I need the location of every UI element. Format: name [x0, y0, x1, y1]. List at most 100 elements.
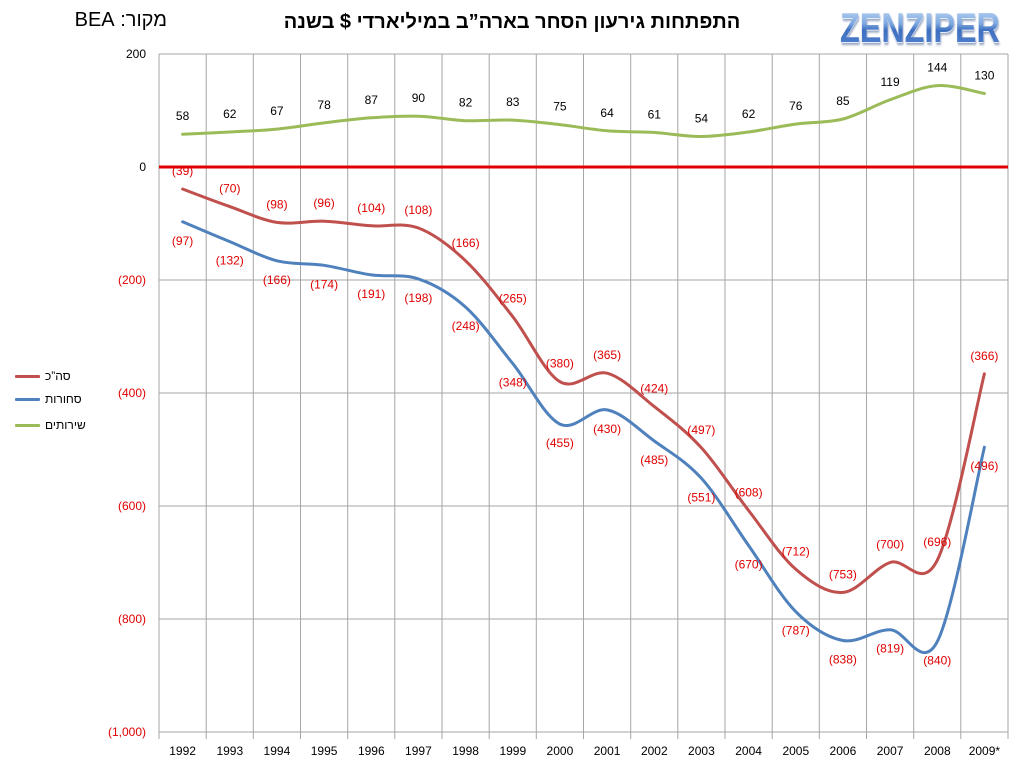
data-label: (198): [404, 291, 432, 305]
data-label: 90: [412, 91, 426, 105]
legend-label-services: שירותים: [45, 418, 86, 432]
total-line: [181, 187, 986, 594]
data-label: (39): [172, 164, 193, 178]
goods-data-labels: (97) (132) (166) (174) (191) (198) (248) (348) (…: [172, 234, 998, 668]
data-label: (430): [593, 422, 621, 436]
data-label: (166): [452, 236, 480, 250]
data-label: (712): [782, 544, 810, 558]
data-label: 62: [742, 107, 756, 121]
data-label: (98): [266, 197, 287, 211]
x-tick-label: 2000: [547, 744, 574, 758]
legend-label-goods: סחורות: [45, 392, 82, 406]
legend-item-goods: סחורות: [15, 391, 107, 407]
x-tick-label: 1998: [452, 744, 479, 758]
x-tick-label: 1995: [311, 744, 338, 758]
data-label: 67: [270, 104, 284, 118]
x-tick-label: 2007: [877, 744, 904, 758]
data-label: (455): [546, 436, 574, 450]
data-label: (104): [357, 201, 385, 215]
data-label: (670): [735, 558, 763, 572]
data-label: (191): [357, 287, 385, 301]
data-label: 144: [927, 61, 947, 75]
x-tick-label: 1999: [499, 744, 526, 758]
data-label: (365): [593, 348, 621, 362]
services-line: [181, 84, 986, 139]
x-tick-label: 2005: [782, 744, 809, 758]
data-label: 64: [600, 106, 614, 120]
y-axis: 200 0 (200) (400) (600) (800) (1,000): [108, 47, 146, 739]
y-tick-label: 0: [139, 160, 146, 174]
data-label: (424): [640, 382, 668, 396]
data-label: 61: [648, 108, 662, 122]
legend-swatch-goods: [15, 398, 40, 401]
data-label: 85: [836, 94, 850, 108]
data-label: (97): [172, 234, 193, 248]
data-label: (96): [313, 196, 334, 210]
data-label: (348): [499, 376, 527, 390]
data-label: 130: [974, 69, 994, 83]
data-label: (485): [640, 453, 668, 467]
x-tick-label: 2009*: [969, 744, 1001, 758]
data-label: 83: [506, 95, 520, 109]
data-label: (696): [923, 535, 951, 549]
legend: סה”כ סחורות שירותים: [10, 362, 110, 442]
x-tick-label: 1992: [169, 744, 196, 758]
data-label: (840): [923, 654, 951, 668]
legend-swatch-total: [15, 375, 40, 378]
source-note: מקור: BEA: [74, 9, 167, 31]
data-label: 62: [223, 107, 237, 121]
services-data-labels: 58 62 67 78 87 90 82 83 75 64 61 54 62 76 85 119 144 130: [176, 61, 995, 126]
data-label: (497): [687, 423, 715, 437]
zenziper-logo: ZENZIPER: [840, 4, 1000, 51]
data-label: (174): [310, 277, 338, 291]
data-label: (108): [404, 203, 432, 217]
data-label: (753): [829, 567, 857, 581]
data-label: 76: [789, 99, 803, 113]
y-tick-label: (600): [118, 499, 146, 513]
x-tick-label: 2006: [830, 744, 857, 758]
legend-label-total: סה”כ: [45, 369, 71, 383]
y-tick-label: (200): [118, 273, 146, 287]
chart-title: התפתחות גירעון הסחר בארה”ב במיליארדי $ ב…: [283, 11, 741, 33]
legend-item-services: שירותים: [15, 417, 107, 433]
data-label: (366): [970, 349, 998, 363]
x-tick-label: 2008: [924, 744, 951, 758]
data-label: 78: [317, 98, 331, 112]
data-label: (551): [687, 490, 715, 504]
total-data-labels: (39) (70) (98) (96) (104) (108) (166) (265) (380…: [172, 164, 998, 581]
data-label: (166): [263, 273, 291, 287]
goods-line: [181, 220, 986, 654]
y-tick-label: (1,000): [108, 725, 146, 739]
x-axis: 1992 1993 1994 1995 1996 1997 1998 1999 2000 2001…: [169, 744, 1000, 758]
x-tick-label: 1993: [216, 744, 243, 758]
data-label: (608): [735, 486, 763, 500]
y-tick-label: (400): [118, 386, 146, 400]
data-label: 82: [459, 96, 473, 110]
legend-swatch-services: [15, 424, 40, 427]
data-label: 119: [881, 75, 900, 89]
x-tick-label: 1994: [264, 744, 291, 758]
data-label: (380): [546, 357, 574, 371]
data-label: (838): [829, 653, 857, 667]
gridlines: [158, 53, 1009, 739]
data-label: 75: [553, 100, 567, 114]
data-label: (248): [452, 319, 480, 333]
data-label: 87: [365, 93, 379, 107]
y-tick-label: 200: [126, 47, 146, 61]
x-tick-label: 1996: [358, 744, 385, 758]
data-label: 54: [695, 112, 709, 126]
x-tick-label: 2001: [594, 744, 621, 758]
y-tick-label: (800): [118, 612, 146, 626]
data-label: (70): [219, 182, 240, 196]
data-label: (819): [876, 642, 904, 656]
x-tick-label: 1997: [405, 744, 432, 758]
x-tick-label: 2002: [641, 744, 668, 758]
x-tick-label: 2003: [688, 744, 715, 758]
data-label: (265): [499, 292, 527, 306]
data-label: 58: [176, 109, 190, 123]
x-tick-label: 2004: [735, 744, 762, 758]
data-label: (496): [970, 459, 998, 473]
data-label: (700): [876, 538, 904, 552]
data-label: (132): [216, 254, 244, 268]
